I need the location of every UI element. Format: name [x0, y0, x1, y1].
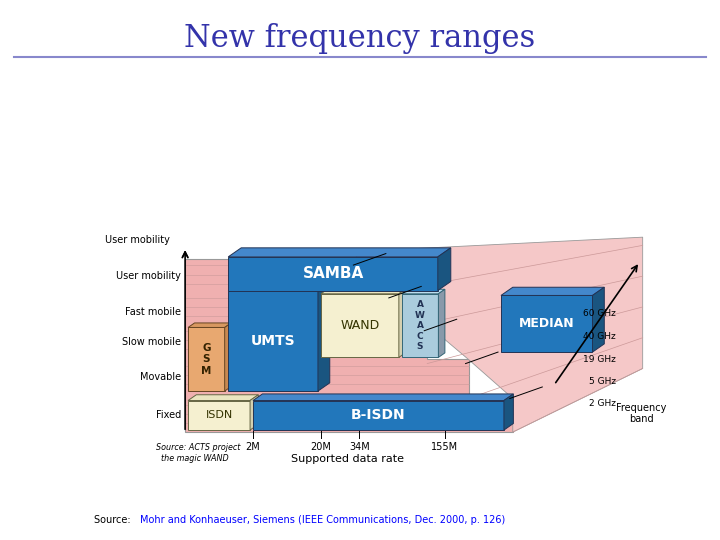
- Bar: [501, 295, 593, 352]
- Polygon shape: [402, 289, 445, 294]
- Text: 40 GHz: 40 GHz: [583, 332, 616, 341]
- Text: B-ISDN: B-ISDN: [351, 408, 406, 422]
- Text: 5 GHz: 5 GHz: [589, 377, 616, 386]
- Text: 155M: 155M: [431, 442, 459, 451]
- Polygon shape: [399, 288, 407, 357]
- Text: Frequency
band: Frequency band: [616, 403, 667, 424]
- Text: New frequency ranges: New frequency ranges: [184, 23, 536, 53]
- Text: Fixed: Fixed: [156, 410, 181, 420]
- Text: 20M: 20M: [310, 442, 331, 451]
- Bar: [228, 257, 438, 291]
- Polygon shape: [225, 323, 231, 391]
- Polygon shape: [188, 395, 258, 401]
- Polygon shape: [318, 282, 330, 391]
- Text: Mohr and Konhaeuser, Siemens (IEEE Communications, Dec. 2000, p. 126): Mohr and Konhaeuser, Siemens (IEEE Commu…: [140, 515, 505, 525]
- Polygon shape: [438, 248, 451, 291]
- Text: User mobility: User mobility: [116, 271, 181, 281]
- Text: A
W
A
C
S: A W A C S: [415, 300, 425, 351]
- Text: 34M: 34M: [349, 442, 369, 451]
- Bar: [188, 327, 225, 391]
- Polygon shape: [250, 395, 258, 430]
- Text: MEDIAN: MEDIAN: [519, 318, 575, 330]
- Bar: [188, 401, 250, 430]
- Text: User mobility: User mobility: [105, 235, 171, 245]
- Polygon shape: [593, 287, 604, 352]
- Text: Source: ACTS project
  the magic WAND: Source: ACTS project the magic WAND: [156, 443, 240, 463]
- Text: 2 GHz: 2 GHz: [589, 399, 616, 408]
- Text: 19 GHz: 19 GHz: [583, 355, 616, 364]
- Text: Source:: Source:: [94, 515, 133, 525]
- Polygon shape: [501, 287, 604, 295]
- Bar: [321, 294, 399, 357]
- Polygon shape: [188, 323, 231, 327]
- Text: Slow mobile: Slow mobile: [122, 337, 181, 347]
- Text: WAND: WAND: [341, 319, 379, 332]
- Text: ISDN: ISDN: [205, 410, 233, 420]
- Text: UMTS: UMTS: [251, 334, 295, 348]
- Polygon shape: [321, 288, 407, 294]
- Text: 2M: 2M: [246, 442, 261, 451]
- Text: G
S
M: G S M: [201, 343, 212, 376]
- Text: SAMBA: SAMBA: [302, 266, 364, 281]
- Polygon shape: [228, 248, 451, 257]
- Bar: [253, 401, 504, 430]
- Text: Supported data rate: Supported data rate: [291, 454, 404, 464]
- Bar: [402, 294, 438, 357]
- Text: Movable: Movable: [140, 372, 181, 382]
- Polygon shape: [438, 289, 445, 357]
- Text: Fast mobile: Fast mobile: [125, 307, 181, 317]
- Bar: [228, 291, 318, 391]
- Polygon shape: [504, 394, 513, 430]
- Polygon shape: [185, 259, 513, 432]
- Text: 60 GHz: 60 GHz: [583, 308, 616, 318]
- Polygon shape: [228, 282, 330, 291]
- Polygon shape: [253, 394, 513, 401]
- Polygon shape: [356, 237, 643, 432]
